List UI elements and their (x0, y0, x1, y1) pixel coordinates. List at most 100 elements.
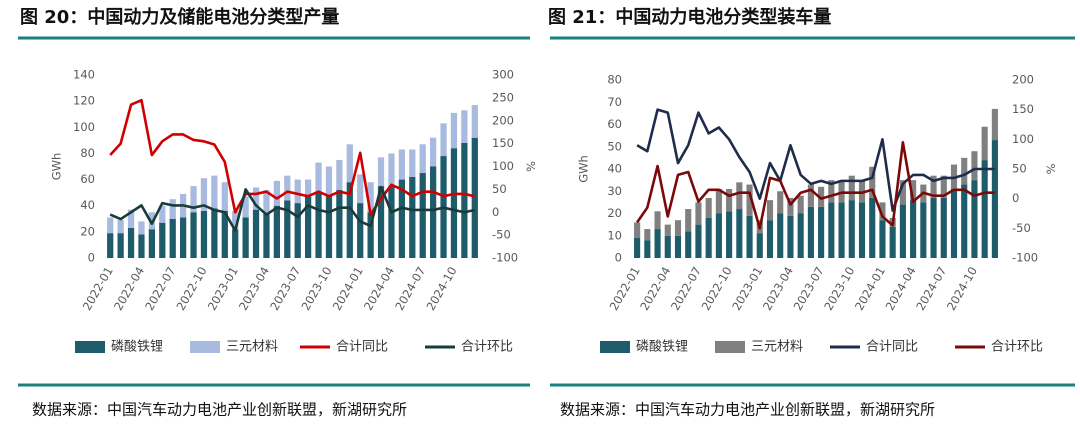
bar (674, 235, 682, 258)
source-note: 数据来源：中国汽车动力电池产业创新联盟，新湖研究所 (560, 401, 935, 419)
bar (221, 210, 228, 258)
y2-tick-label: 50 (1012, 162, 1027, 176)
bar (695, 224, 702, 258)
bar (127, 227, 135, 258)
bar (664, 224, 671, 236)
bar (961, 157, 968, 185)
bar (756, 233, 763, 258)
y-tick-label: 30 (607, 184, 622, 198)
bar (766, 200, 774, 221)
bar (930, 197, 937, 258)
bar (807, 184, 814, 207)
bar (273, 180, 280, 206)
y-tick-label: 120 (73, 94, 95, 108)
bar (148, 229, 155, 258)
line (636, 141, 995, 230)
bar (879, 220, 886, 258)
line (636, 108, 995, 212)
y2-tick-label: 150 (1012, 102, 1034, 116)
bar (367, 212, 374, 258)
bar (305, 179, 312, 197)
bar (357, 203, 364, 258)
bar (273, 205, 280, 258)
bar (336, 190, 343, 258)
bar (828, 202, 835, 258)
bar (726, 189, 733, 212)
bar (190, 212, 197, 258)
bar (461, 142, 468, 258)
bar (450, 148, 458, 258)
bar (211, 175, 218, 209)
bar (200, 178, 208, 211)
bar (634, 222, 641, 238)
y-tick-label: 80 (80, 146, 95, 160)
bar (232, 229, 239, 258)
y-axis-label: GWh (577, 155, 591, 183)
bar (367, 182, 374, 213)
bar (838, 202, 845, 258)
y2-tick-label: -100 (492, 251, 518, 265)
bar (910, 180, 917, 201)
y-tick-label: 40 (607, 162, 622, 176)
legend-label: 磷酸铁锂 (636, 340, 688, 355)
bar (777, 191, 784, 214)
bar (450, 112, 458, 149)
y-tick-label: 60 (80, 172, 95, 186)
bar (388, 186, 395, 258)
bar (858, 202, 866, 258)
bar (807, 206, 814, 258)
bar (377, 186, 385, 258)
bar (252, 187, 260, 210)
legend-swatch (600, 341, 630, 353)
legend-label: 合计同比 (336, 340, 388, 355)
y2-tick-label: -50 (1012, 221, 1031, 235)
bar (409, 149, 416, 177)
bar (169, 218, 176, 258)
bar (117, 220, 124, 234)
bar (409, 176, 416, 258)
bar (200, 210, 208, 258)
bar (910, 200, 917, 258)
bar (107, 217, 114, 234)
bar (981, 126, 988, 161)
bar (930, 175, 937, 198)
bar (715, 189, 722, 214)
source-note: 数据来源：中国汽车动力电池产业创新联盟，新湖研究所 (32, 401, 407, 419)
bar (169, 199, 176, 219)
bar (461, 110, 468, 143)
chart-title: 图 21：中国动力电池分类型装车量 (548, 6, 831, 28)
y2-tick-label: 200 (492, 113, 514, 127)
bar (899, 204, 906, 258)
y-tick-label: 100 (73, 120, 95, 134)
y-tick-label: 140 (73, 68, 95, 82)
bar (644, 240, 651, 258)
bar (777, 213, 784, 258)
line (109, 185, 476, 232)
y2-tick-label: 250 (492, 90, 514, 104)
bar (440, 123, 447, 157)
bar (346, 144, 353, 183)
bar (471, 137, 478, 258)
legend-label: 合计环比 (461, 340, 513, 355)
bar (336, 159, 343, 191)
y2-tick-label: 0 (1012, 191, 1019, 205)
bar (848, 200, 855, 258)
bar (818, 186, 825, 207)
y-tick-label: 70 (607, 95, 622, 109)
bar (107, 233, 114, 258)
bar (828, 180, 835, 203)
bar (325, 195, 333, 258)
bar (644, 229, 651, 241)
y2-tick-label: 0 (492, 205, 499, 219)
bar (654, 229, 661, 258)
bar (252, 209, 260, 258)
bar (419, 173, 426, 258)
bar (797, 195, 804, 214)
legend-swatch (190, 341, 220, 353)
bar (869, 166, 876, 198)
y2-tick-label: 100 (492, 159, 514, 173)
y-tick-label: 0 (615, 251, 622, 265)
bar (695, 202, 702, 225)
y2-tick-label: -50 (492, 228, 511, 242)
